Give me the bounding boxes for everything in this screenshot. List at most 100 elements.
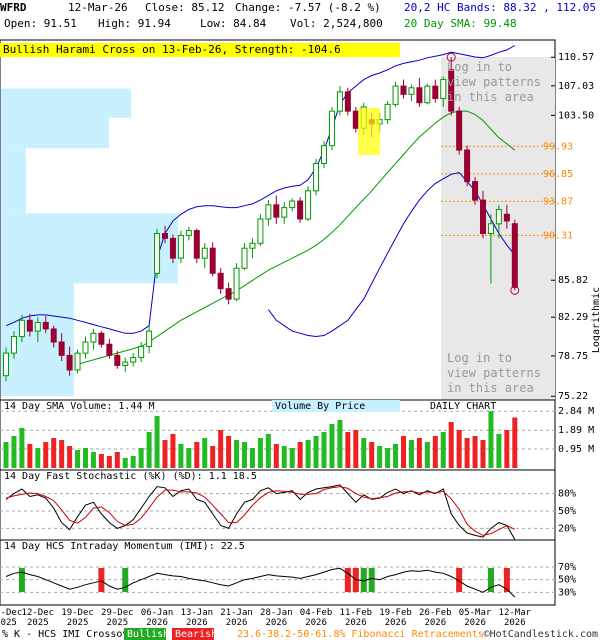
candle-body bbox=[289, 200, 296, 209]
footer-bearish: Bearish bbox=[175, 629, 217, 640]
candle-body bbox=[392, 85, 399, 105]
swing-high bbox=[446, 52, 456, 62]
candle-body bbox=[495, 209, 502, 225]
volume-bar bbox=[130, 456, 136, 468]
candle-body bbox=[26, 319, 33, 332]
x-tick-label: 13-Jan 2026 bbox=[180, 608, 214, 628]
series-line bbox=[5, 567, 516, 598]
change: Change: -7.57 (-8.2 %) bbox=[235, 1, 381, 14]
candle-body bbox=[154, 232, 161, 274]
volume-bar bbox=[19, 428, 25, 468]
volume-bar bbox=[385, 448, 391, 468]
y-tick-label: 103.50 bbox=[558, 110, 594, 121]
volume-bar bbox=[186, 448, 192, 468]
symbol: WFRD bbox=[0, 1, 27, 14]
volume-bar bbox=[90, 452, 96, 468]
candle-body bbox=[18, 319, 25, 338]
swing-low bbox=[510, 285, 520, 295]
crossover-bullish bbox=[360, 568, 367, 592]
volume-by-price-bar bbox=[1, 88, 131, 118]
volume-bar bbox=[11, 436, 17, 468]
volume-bar bbox=[170, 434, 176, 468]
volume-by-price-bar bbox=[1, 213, 178, 284]
low: Low: 84.84 bbox=[200, 17, 267, 30]
x-tick-label: 12-Dec 2025 bbox=[21, 608, 55, 628]
y-tick-label: 80% bbox=[558, 489, 576, 500]
candle-body bbox=[233, 267, 240, 300]
candle-body bbox=[42, 321, 49, 330]
volume-bar bbox=[456, 430, 462, 468]
candle-body bbox=[138, 345, 145, 359]
footer-bullish: Bullish bbox=[127, 629, 169, 640]
volume-bar bbox=[35, 448, 41, 468]
x-tick-label: 06-Jan 2026 bbox=[140, 608, 174, 628]
volume-bar bbox=[59, 440, 65, 468]
login-note: Log in to view patterns in this area bbox=[447, 60, 541, 104]
fibonacci-label: 93.87 bbox=[543, 196, 573, 207]
y-tick-label: 75.22 bbox=[558, 391, 588, 402]
candle-body bbox=[281, 207, 288, 218]
volume-bar bbox=[83, 448, 88, 468]
candle-body bbox=[185, 230, 192, 236]
volume-bar bbox=[401, 436, 406, 468]
candle-body bbox=[464, 149, 471, 183]
volume-bar bbox=[273, 444, 279, 468]
volume-bar bbox=[361, 438, 367, 468]
candle-body bbox=[169, 237, 176, 259]
x-tick-label: 05-Mar 2026 bbox=[458, 608, 492, 628]
axis-label: Logarithmic bbox=[591, 287, 600, 353]
candle-body bbox=[456, 110, 463, 151]
y-tick-label: 85.82 bbox=[558, 275, 588, 286]
volume-bar bbox=[448, 422, 454, 468]
volume-bar bbox=[67, 446, 73, 468]
crossover-bearish bbox=[503, 568, 510, 592]
candle-body bbox=[10, 336, 17, 354]
series-line bbox=[5, 484, 516, 540]
volume-bar bbox=[393, 444, 399, 468]
volume-bar bbox=[3, 442, 9, 468]
candle-body bbox=[321, 145, 327, 164]
candle-body bbox=[177, 234, 184, 259]
vbp-title: Volume By Price bbox=[275, 401, 365, 412]
volume-bar bbox=[194, 442, 200, 468]
y-tick-label: 30% bbox=[558, 587, 576, 598]
candle-body bbox=[503, 213, 510, 222]
candle-body bbox=[249, 242, 256, 249]
footer-crossover: % K - HCS IMI Crossover, bbox=[2, 629, 147, 640]
volume-bar bbox=[242, 442, 247, 468]
candle-body bbox=[98, 332, 105, 345]
pattern: Bullish Harami Cross on 13-Feb-26, Stren… bbox=[3, 43, 341, 56]
candle-body bbox=[201, 247, 208, 259]
candle-body bbox=[34, 321, 41, 332]
y-tick-label: 70% bbox=[558, 562, 576, 573]
date: 12-Mar-26 bbox=[68, 1, 128, 14]
volume-bar bbox=[178, 444, 184, 468]
volume-bar bbox=[210, 446, 216, 468]
close: Close: 85.12 bbox=[145, 1, 224, 14]
candle-body bbox=[225, 288, 232, 300]
candle-body bbox=[416, 87, 423, 104]
volume-bar bbox=[114, 452, 120, 468]
bands: 20,2 HC Bands: 88.32 , 112.05 bbox=[404, 1, 596, 14]
vbp-label-bg bbox=[272, 400, 400, 412]
y-tick-label: 110.57 bbox=[558, 52, 594, 63]
candle-body bbox=[305, 190, 312, 220]
volume-bar bbox=[377, 446, 383, 468]
candle-body bbox=[217, 272, 224, 290]
high: High: 91.94 bbox=[98, 17, 171, 30]
candle-body bbox=[344, 91, 351, 112]
candle-body bbox=[265, 204, 272, 220]
candle-body bbox=[328, 110, 335, 147]
x-tick-label: 08-Dec 2025 bbox=[0, 608, 23, 628]
candle-body bbox=[257, 218, 264, 244]
pattern-highlight bbox=[358, 108, 380, 155]
candle-body bbox=[511, 223, 518, 288]
volume-bar bbox=[512, 417, 518, 468]
candle-body bbox=[74, 352, 81, 371]
y-tick-label: 82.29 bbox=[558, 312, 588, 323]
volume-bar bbox=[234, 440, 240, 468]
crossover-bullish bbox=[487, 568, 494, 592]
crossover-bearish bbox=[98, 568, 105, 592]
y-tick-label: 20% bbox=[558, 523, 576, 534]
